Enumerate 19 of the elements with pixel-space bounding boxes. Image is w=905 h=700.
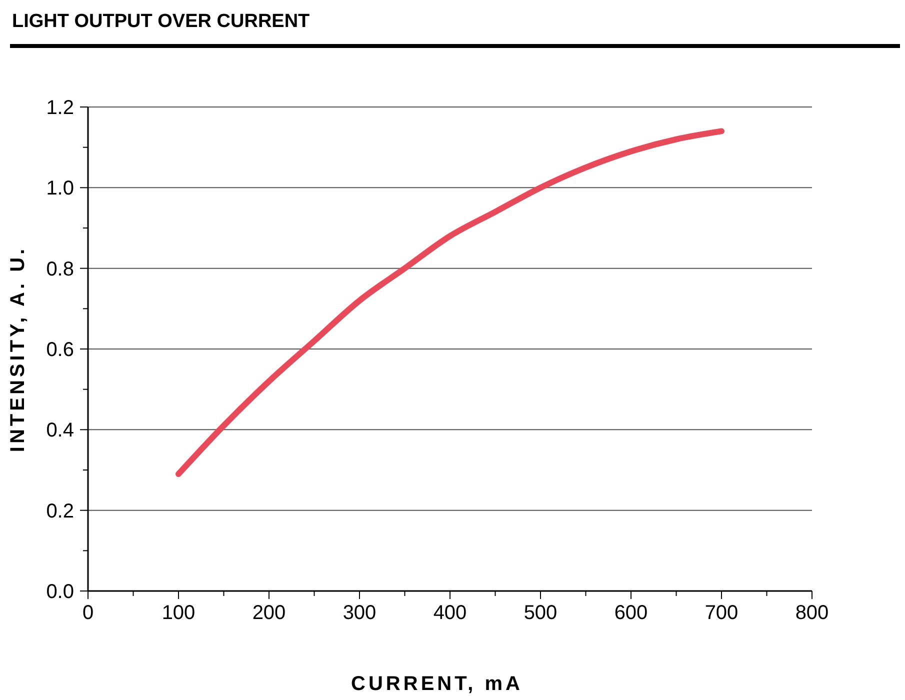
- y-tick-label: 1.0: [46, 178, 74, 200]
- x-tick-label: 300: [342, 602, 376, 624]
- y-axis-title: INTENSITY, A. U.: [7, 246, 29, 452]
- x-tick-label: 800: [795, 602, 829, 624]
- x-tick-label: 100: [162, 602, 196, 624]
- x-tick-label: 600: [614, 602, 648, 624]
- x-tick-label: 0: [82, 602, 94, 624]
- y-tick-label: 1.2: [46, 97, 74, 119]
- x-tick-label: 200: [252, 602, 286, 624]
- y-tick-label: 0.0: [46, 581, 74, 603]
- y-tick-label: 0.8: [46, 258, 74, 280]
- y-tick-label: 0.2: [46, 500, 74, 522]
- chart-title: LIGHT OUTPUT OVER CURRENT: [12, 11, 310, 32]
- y-tick-label: 0.6: [46, 339, 74, 361]
- x-tick-label: 500: [524, 602, 558, 624]
- x-tick-label: 400: [433, 602, 467, 624]
- y-tick-label: 0.4: [46, 420, 74, 442]
- x-axis-title: CURRENT, mA: [351, 673, 523, 695]
- x-tick-label: 700: [704, 602, 738, 624]
